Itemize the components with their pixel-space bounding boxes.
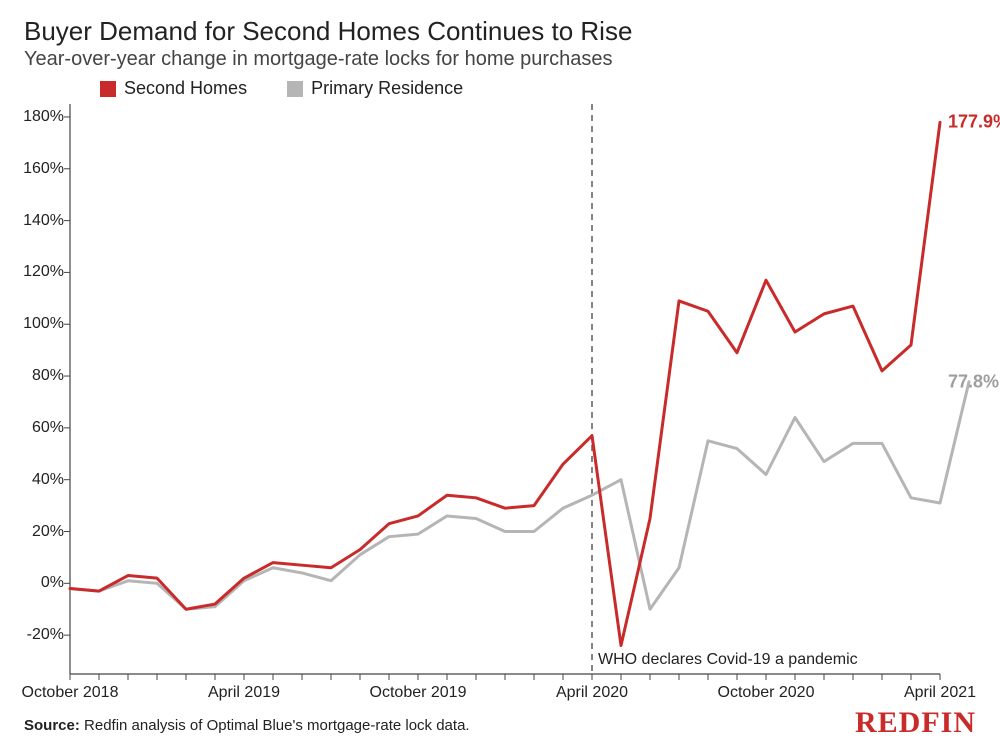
x-tick-label: April 2021: [904, 684, 976, 702]
x-tick-label: April 2020: [556, 684, 628, 702]
y-tick-label: 180%: [23, 108, 64, 126]
legend-swatch-second-homes: [100, 81, 116, 97]
y-tick-label: 80%: [32, 367, 64, 385]
plot-svg: [70, 104, 940, 674]
series-end-label: 77.8%: [948, 371, 999, 392]
series-end-label: 177.9%: [948, 112, 1000, 133]
legend-label-primary-residence: Primary Residence: [311, 78, 463, 99]
y-tick-label: 40%: [32, 471, 64, 489]
y-tick-label: 20%: [32, 523, 64, 541]
y-tick-label: 140%: [23, 212, 64, 230]
y-tick-label: 100%: [23, 315, 64, 333]
x-tick-label: October 2019: [370, 684, 467, 702]
legend-swatch-primary-residence: [287, 81, 303, 97]
y-tick-label: 160%: [23, 160, 64, 178]
legend-item-second-homes: Second Homes: [100, 78, 247, 99]
legend-item-primary-residence: Primary Residence: [287, 78, 463, 99]
pandemic-annotation: WHO declares Covid-19 a pandemic: [598, 651, 858, 669]
y-tick-label: 120%: [23, 263, 64, 281]
legend: Second Homes Primary Residence: [100, 78, 463, 99]
x-tick-label: October 2018: [22, 684, 119, 702]
y-tick-label: -20%: [27, 626, 64, 644]
chart-container: Buyer Demand for Second Homes Continues …: [0, 0, 1000, 750]
x-tick-label: October 2020: [718, 684, 815, 702]
source-prefix: Source:: [24, 717, 80, 734]
y-tick-label: 0%: [41, 574, 64, 592]
x-tick-label: April 2019: [208, 684, 280, 702]
source-line: Source: Redfin analysis of Optimal Blue'…: [24, 717, 470, 734]
source-text: Redfin analysis of Optimal Blue's mortga…: [84, 717, 470, 734]
legend-label-second-homes: Second Homes: [124, 78, 247, 99]
redfin-logo: REDFIN: [855, 706, 976, 740]
chart-subtitle: Year-over-year change in mortgage-rate l…: [24, 48, 612, 71]
chart-title: Buyer Demand for Second Homes Continues …: [24, 16, 632, 47]
y-tick-label: 60%: [32, 419, 64, 437]
plot-area: -20%0%20%40%60%80%100%120%140%160%180%Oc…: [70, 104, 940, 674]
